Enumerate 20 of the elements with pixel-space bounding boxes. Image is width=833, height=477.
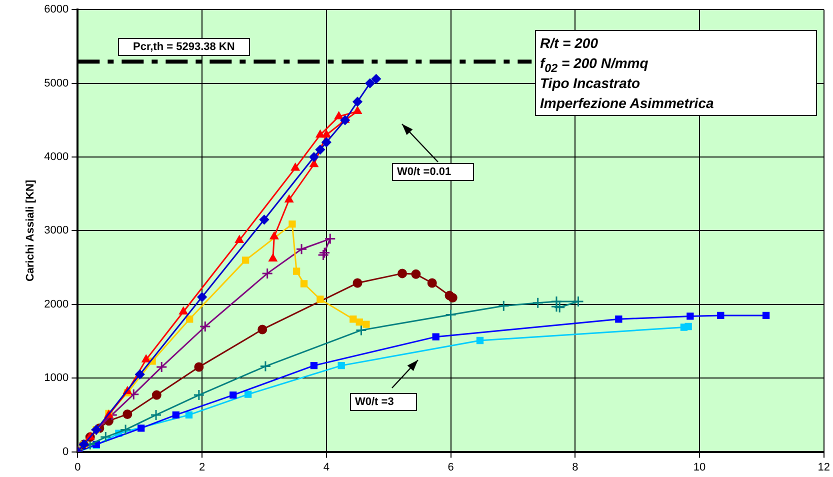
annotation: R/t = 200 f$_{02}$ = 200 N/mmq Tipo Incastrato Imperfezione Asimmetrica: [540, 34, 715, 113]
annotation: W0/t =0.01: [392, 163, 474, 181]
y-tick-label: 4000: [44, 151, 69, 164]
y-axis-title: Carichi Assiali [KN]: [24, 180, 37, 282]
x-tick-label: 12: [818, 461, 830, 474]
x-tick-label: 6: [448, 461, 454, 474]
x-tick-label: 2: [198, 461, 206, 474]
y-tick-label: 3000: [44, 224, 69, 237]
ref-line-label: Pcr,th = 5293.38 KN: [118, 38, 250, 56]
y-tick-label: 5000: [44, 77, 69, 90]
x-tick-label: 4: [323, 461, 330, 474]
note-box: R/t = 200 f$_{02}$ = 200 N/mmq Tipo Incastrato Imperfezione Asimmetrica: [535, 30, 817, 116]
annotation: W0/t =3: [350, 393, 417, 411]
x-tick-label: 0: [74, 461, 81, 474]
y-tick-label: 2000: [44, 298, 69, 310]
y-tick-label: 0: [62, 446, 69, 458]
x-tick-label: 10: [693, 461, 706, 474]
x-tick-label: 8: [572, 461, 578, 474]
y-tick-label: 1000: [44, 372, 69, 384]
y-tick-label: 6000: [44, 4, 69, 16]
